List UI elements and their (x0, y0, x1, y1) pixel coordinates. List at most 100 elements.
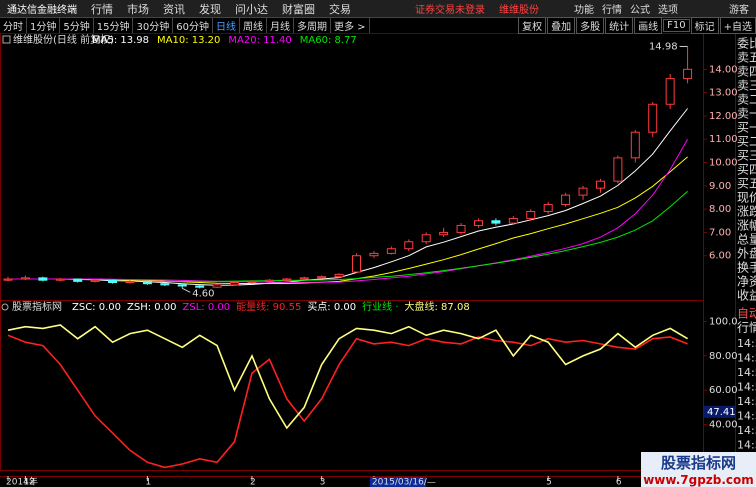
candle-body (421, 234, 431, 243)
tick-time: 14:55 (737, 352, 756, 365)
menu-item[interactable]: 发现 (199, 2, 221, 16)
menu-item[interactable]: 公式 (630, 5, 650, 16)
menu-item[interactable]: 选项 (658, 5, 678, 16)
tick-time: 14:55 (737, 439, 756, 452)
quote-field: 买四 (737, 163, 756, 177)
candle-body (578, 187, 588, 196)
tool-button[interactable]: 画线 (634, 17, 663, 34)
tick-time: 14:55 (737, 424, 756, 437)
chart-title: 维维股份(日线 前复权) (13, 33, 114, 46)
annotation: 4.60 (192, 288, 214, 299)
x-tick-label: 5 (546, 478, 552, 487)
login-status[interactable]: 证券交易未登录 (415, 5, 485, 16)
y-tick-label: 12.00 (709, 111, 738, 122)
menu-item[interactable]: 问小达 (235, 2, 268, 16)
candle-body (369, 252, 379, 257)
tool-button[interactable]: 叠加 (547, 17, 576, 34)
y-tick-label: 7.00 (709, 227, 731, 238)
candle-body (665, 78, 675, 105)
user[interactable]: 游客 (729, 5, 749, 16)
period-tab[interactable]: 周线 (240, 18, 267, 33)
indicator-title: 股票指标网 (12, 300, 62, 313)
period-tab[interactable]: 5分钟 (60, 18, 94, 33)
legend-entry: 大盘线: 87.08 (405, 300, 470, 313)
current-marker-label: 47.41 (707, 407, 736, 418)
quote-field: 卖三 (737, 79, 756, 93)
candle-body (526, 210, 536, 219)
menu-item[interactable]: 市场 (127, 2, 149, 16)
menu-item[interactable]: 交易 (329, 2, 351, 16)
candle-body (595, 180, 605, 189)
tick-time: 14:55 (737, 395, 756, 408)
tab-bar: 分时 1分钟 5分钟 15分钟 30分钟 60分钟 日线 周线 月线 多周期 更多 > 复权 叠加 多股统… (0, 17, 756, 34)
y-tick-label: 80.00 (709, 351, 738, 362)
menu-item[interactable]: 功能 (574, 5, 594, 16)
indicator-value: ZSH: 0.00 (127, 302, 177, 313)
tool-button[interactable]: 多股 (576, 17, 605, 34)
period-tab[interactable]: 分时 (0, 18, 27, 33)
candle-body (282, 278, 292, 281)
x-tick-label: 2 (250, 478, 256, 487)
candle-body (630, 131, 640, 159)
tool-button[interactable]: +自选 (719, 17, 756, 34)
candle-body (230, 282, 240, 286)
x-label-highlight (369, 477, 426, 487)
candle-body (683, 68, 693, 80)
watermark-url: www.7gpzb.com (643, 473, 754, 487)
series-line (8, 108, 688, 286)
candle-body (177, 284, 187, 287)
x-tick-label: 3 (320, 478, 326, 487)
tool-button[interactable]: 统计 (605, 17, 634, 34)
quote-mode: 行情 (737, 321, 756, 335)
quote-field: 总量 (737, 233, 756, 247)
menu-item[interactable]: 行情 (91, 2, 113, 16)
candle-body (386, 248, 396, 254)
candle-body (613, 157, 623, 182)
quote-field: 涨跌 (737, 204, 756, 219)
candle-body (142, 280, 152, 285)
candle-body (473, 220, 483, 226)
title-icon (1, 303, 9, 311)
quote-field: 涨幅 (737, 218, 756, 233)
menu-item[interactable]: 资讯 (163, 2, 185, 16)
quote-field: 卖五 (737, 51, 756, 65)
main-pane (0, 33, 704, 301)
period-tab[interactable]: 1分钟 (27, 18, 61, 33)
menu-item[interactable]: 财富圈 (282, 2, 315, 16)
y-tick-label: 11.00 (709, 134, 738, 145)
y-tick-label: 10.00 (709, 158, 738, 169)
legend-entry: 能量线: 90.55 (236, 300, 301, 313)
quote-field: 换手 (737, 261, 756, 275)
y-tick-label: 13.00 (709, 88, 738, 99)
candle-body (20, 277, 30, 280)
candle-body (125, 280, 135, 284)
period-tab[interactable]: 15分钟 (94, 18, 134, 33)
tool-button[interactable]: F10 (663, 19, 690, 32)
indicator-value: ZSC: 0.00 (72, 302, 121, 313)
period-tab[interactable]: 更多 > (331, 18, 370, 33)
tick-time: 14:55 (737, 337, 756, 350)
annotation: 14.98 (649, 41, 678, 52)
period-tab[interactable]: 60分钟 (173, 18, 213, 33)
candle-body (38, 277, 48, 281)
candle-body (404, 241, 414, 250)
quote-field: 买一 (737, 121, 756, 135)
quote-field: 委比 (737, 37, 756, 51)
quote-field: 现价 (737, 191, 756, 205)
period-tab[interactable]: 日线 (213, 18, 240, 33)
candle-body (561, 194, 571, 205)
period-tab[interactable]: 月线 (267, 18, 294, 33)
menu-item[interactable]: 行情 (602, 5, 622, 16)
tool-button[interactable]: 复权 (518, 17, 547, 34)
candle-body (90, 279, 100, 282)
tool-button[interactable]: 标记 (690, 17, 719, 34)
y-tick-label: 9.00 (709, 181, 731, 192)
candle-body (508, 217, 518, 224)
indicator-value: 行业线 · (362, 300, 398, 313)
quote-field: 买五 (737, 177, 756, 191)
candle-body (334, 273, 344, 278)
period-tab[interactable]: 多周期 (294, 18, 331, 33)
candle-body (317, 276, 327, 279)
y-tick-label: 8.00 (709, 204, 731, 215)
period-tab[interactable]: 30分钟 (133, 18, 174, 33)
